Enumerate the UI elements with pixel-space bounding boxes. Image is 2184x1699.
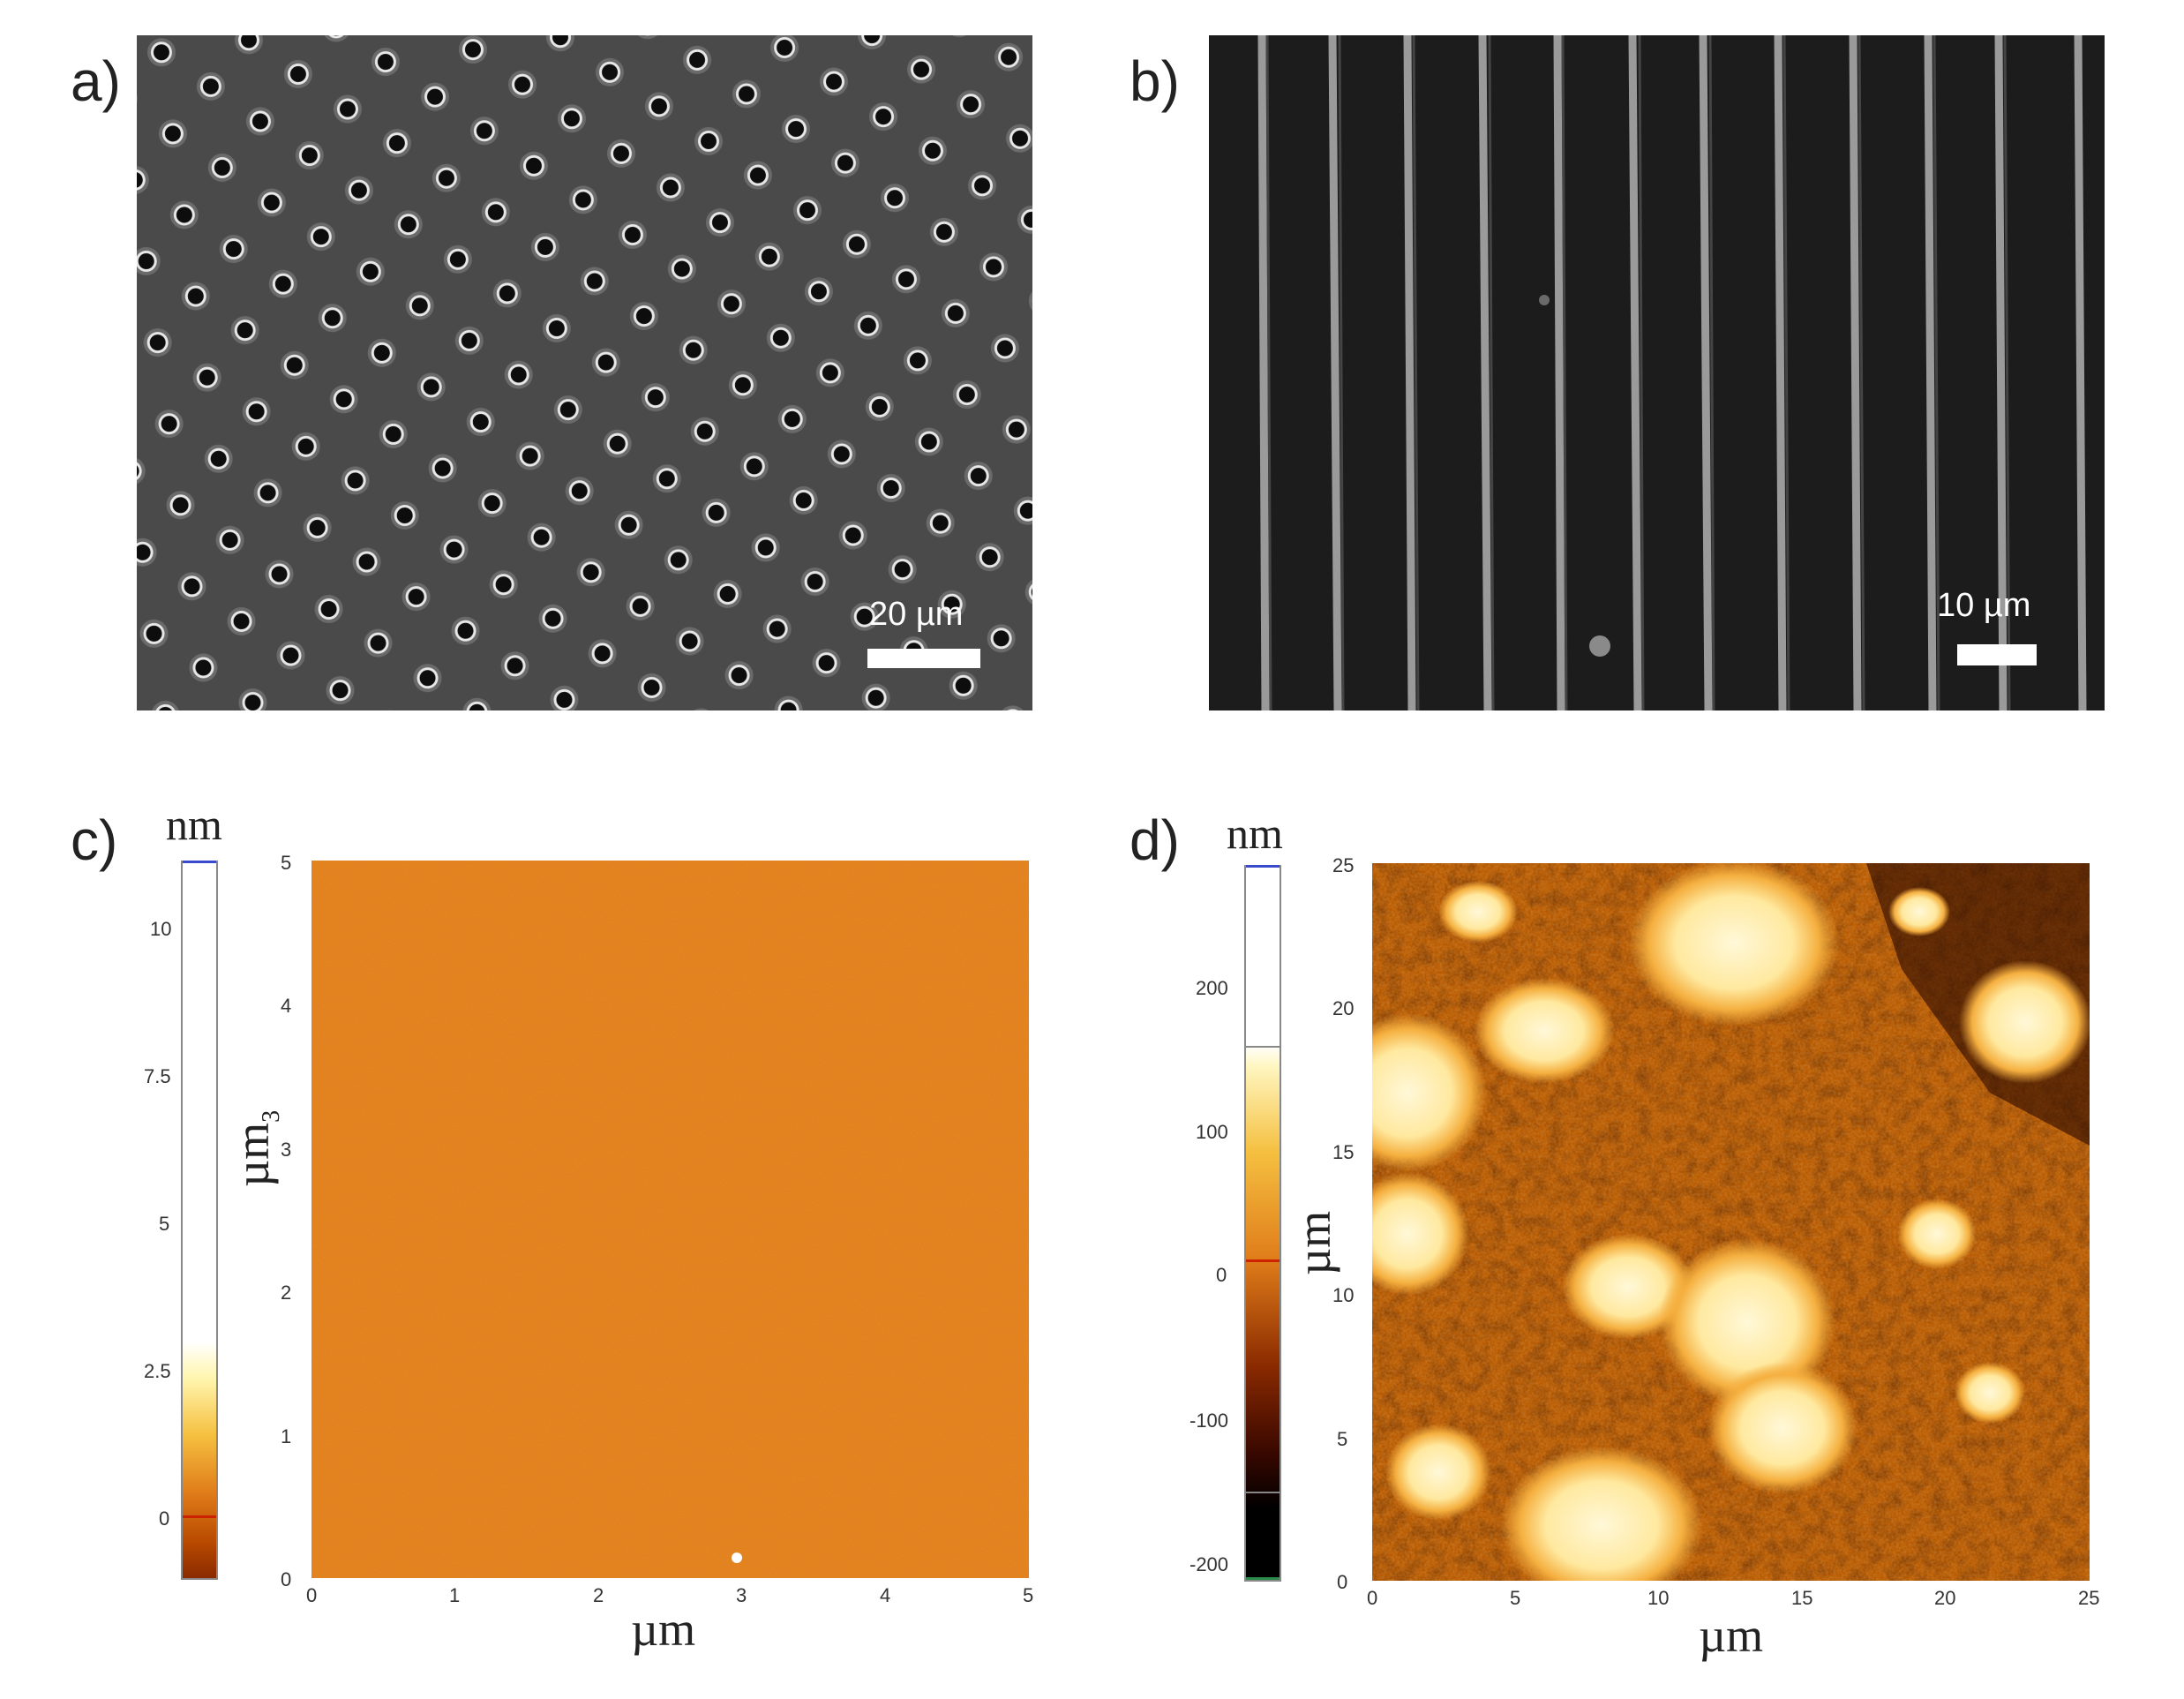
panel-d-x-tick: 0 (1367, 1587, 1378, 1609)
panel-c-y-tick: 5 (281, 852, 292, 874)
panel-b-scale-label: 10 µm (1937, 587, 2031, 624)
panel-c-y-axis-title: µm3 (225, 1110, 286, 1187)
panel-c-y-tick: 1 (281, 1425, 292, 1447)
porous-membrane-image (137, 35, 1032, 710)
panel-d-y-axis-title: µm (1287, 1210, 1340, 1275)
colorbar-c-tick: 7.5 (144, 1065, 171, 1087)
panel-d-colorbar-top-marker (1246, 865, 1280, 868)
panel-d-colorbar (1244, 865, 1281, 1582)
panel-d-y-tick: 10 (1332, 1284, 1355, 1306)
panel-d-y-tick: 5 (1337, 1428, 1348, 1450)
panel-c-y-axis-text: µm (226, 1122, 279, 1187)
colorbar-d-tick: -100 (1190, 1410, 1229, 1432)
panel-b-scale-bar (1957, 644, 2037, 665)
panel-d-y-tick: 15 (1332, 1141, 1355, 1163)
panel-a-label: a) (71, 49, 121, 113)
colorbar-d-tick: 200 (1196, 977, 1228, 999)
colorbar-d-tick: -200 (1190, 1553, 1229, 1575)
panel-c-x-tick: 5 (1023, 1584, 1034, 1606)
panel-d-x-tick: 10 (1647, 1587, 1670, 1609)
panel-a-scale-label: 20 µm (869, 596, 964, 633)
panel-d-afm-image (1372, 863, 2090, 1581)
panel-d-x-tick: 25 (2078, 1587, 2100, 1609)
panel-c-colorbar (181, 861, 218, 1580)
panel-d-colorbar-upper-marker (1246, 1046, 1280, 1048)
panel-a-sem-image: 20 µm (137, 35, 1032, 710)
panel-c-colorbar-top-marker (183, 861, 216, 863)
panel-c-x-tick: 4 (880, 1584, 891, 1606)
panel-c-y-tick: 0 (281, 1568, 292, 1590)
rough-surface-image (1372, 863, 2090, 1581)
colorbar-c-tick: 10 (150, 918, 172, 940)
panel-c-colorbar-unit: nm (166, 800, 222, 849)
panel-c-x-tick: 2 (593, 1584, 604, 1606)
colorbar-c-tick: 0 (159, 1507, 170, 1530)
panel-c-x-tick: 0 (306, 1584, 318, 1606)
panel-d-x-tick: 20 (1934, 1587, 1956, 1609)
panel-d-x-axis-title: µm (1699, 1609, 1764, 1662)
colorbar-d-tick: 100 (1196, 1121, 1228, 1143)
panel-c-colorbar-zero-marker (183, 1515, 216, 1518)
panel-c-y-tick: 4 (281, 995, 292, 1017)
panel-d-label: d) (1130, 808, 1180, 872)
panel-c-label: c) (71, 808, 118, 872)
panel-b-sem-image: 10 µm (1209, 35, 2105, 710)
panel-c-x-tick: 1 (449, 1584, 461, 1606)
flat-surface-image (311, 861, 1029, 1578)
panel-c-y-tick: 3 (281, 1139, 292, 1161)
panel-c-afm-image (311, 861, 1029, 1578)
panel-d-x-tick: 15 (1791, 1587, 1813, 1609)
panel-c-y-tick: 2 (281, 1282, 292, 1304)
panel-d-x-tick: 5 (1510, 1587, 1521, 1609)
panel-d-colorbar-lower-marker (1246, 1492, 1280, 1493)
panel-d-colorbar-unit: nm (1227, 808, 1283, 858)
colorbar-d-tick: 0 (1216, 1264, 1227, 1286)
panel-c-y-axis-subscript: 3 (257, 1109, 285, 1123)
panel-b-label: b) (1130, 49, 1180, 113)
panel-d-y-tick: 0 (1337, 1571, 1348, 1593)
panel-d-y-tick: 25 (1332, 854, 1355, 876)
panel-d-colorbar-bottom-marker (1246, 1577, 1280, 1580)
panel-d-colorbar-zero-marker (1246, 1259, 1280, 1262)
panel-d-y-tick: 20 (1332, 997, 1355, 1019)
panel-a-scale-bar (867, 649, 980, 668)
panel-c-x-tick: 3 (736, 1584, 747, 1606)
line-grating-image (1209, 35, 2105, 710)
panel-c-x-axis-title: µm (631, 1603, 696, 1656)
colorbar-c-tick: 5 (159, 1213, 170, 1235)
colorbar-c-tick: 2.5 (144, 1360, 171, 1382)
